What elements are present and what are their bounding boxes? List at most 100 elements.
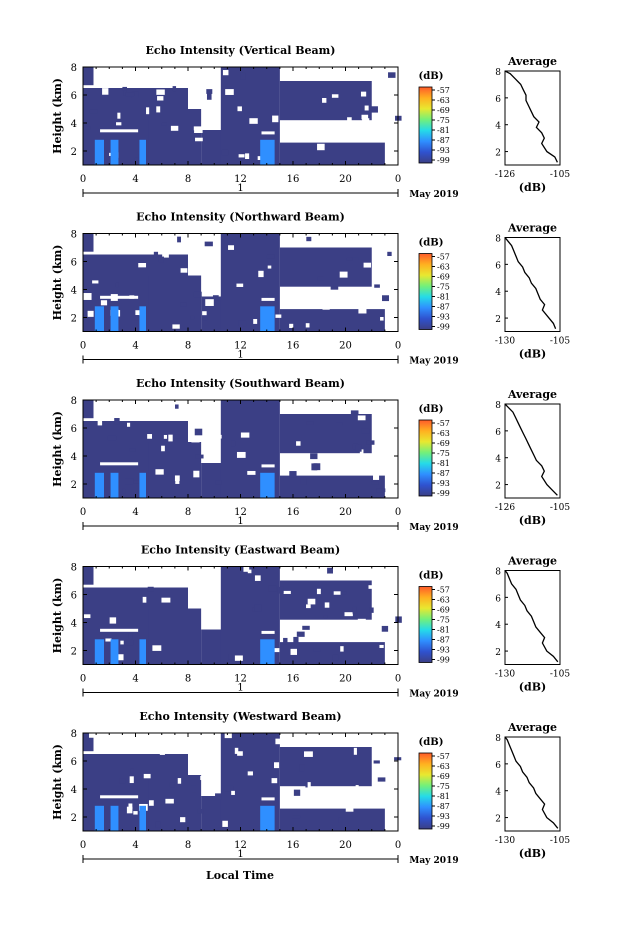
speckle	[380, 85, 385, 90]
speckle	[245, 153, 250, 159]
profile-line	[504, 736, 559, 829]
y-tick-label: 6	[71, 91, 77, 102]
x-tick-label: 0	[395, 507, 401, 518]
panel-0: Echo Intensity (Vertical Beam)0 4 8 12 16 20 0…	[51, 44, 570, 200]
colorbar-tick-label: -75	[437, 782, 450, 791]
x-tick-label: 20	[339, 674, 352, 685]
profile-xlabel: (dB)	[519, 847, 546, 860]
bright-layer	[261, 297, 275, 301]
speckle	[362, 294, 368, 298]
speckle	[374, 284, 380, 288]
profile-line	[504, 70, 558, 163]
speckle	[283, 590, 291, 594]
speckle	[143, 773, 151, 779]
y-tick-label: 4	[71, 619, 77, 630]
speckle	[134, 157, 139, 163]
speckle	[190, 315, 195, 320]
speckle	[147, 434, 153, 439]
echo-column	[94, 472, 104, 498]
speckle	[126, 806, 133, 814]
echo-column	[139, 639, 146, 665]
colorbar-tick-label: -81	[437, 792, 450, 801]
speckle	[175, 479, 180, 484]
speckle	[361, 114, 369, 120]
y-axis-label: Height (km)	[51, 245, 64, 321]
speckle	[83, 293, 92, 300]
echo-region	[279, 808, 385, 831]
echo-column	[139, 306, 146, 332]
speckle	[191, 437, 200, 443]
x-tick-label: 8	[185, 674, 191, 685]
speckle	[128, 633, 133, 640]
speckle	[296, 407, 304, 411]
y-tick-label: 2	[71, 480, 77, 491]
speckle	[175, 404, 179, 409]
colorbar-tick-label: -87	[437, 303, 450, 312]
profile-xlabel: (dB)	[519, 348, 546, 361]
colorbar-tick-label: -93	[437, 313, 450, 322]
echo-region	[279, 247, 372, 287]
speckle	[371, 481, 379, 485]
echo-region	[83, 400, 94, 419]
x-tick-label: 16	[287, 341, 300, 352]
speckle	[275, 314, 282, 318]
speckle	[92, 280, 99, 284]
colorbar	[418, 419, 433, 497]
speckle	[338, 817, 343, 823]
speckle	[324, 602, 330, 608]
heatmap	[83, 233, 402, 332]
echo-region	[279, 309, 385, 332]
colorbar-tick-label: -57	[437, 86, 450, 95]
speckle	[197, 808, 204, 814]
profile-x-tick-label: -105	[550, 170, 570, 180]
colorbar-tick-label: -63	[437, 596, 450, 605]
speckle	[155, 469, 164, 475]
speckle	[253, 318, 258, 324]
speckle	[109, 617, 117, 624]
colorbar-tick-label: -57	[437, 752, 450, 761]
speckle	[89, 732, 97, 738]
speckle	[317, 276, 324, 281]
speckle	[377, 587, 384, 593]
echo-region	[279, 642, 385, 665]
echo-column	[94, 639, 104, 665]
profile-title: Average	[507, 55, 557, 68]
speckle	[271, 648, 280, 653]
echo-column	[139, 139, 146, 165]
colorbar-tick-label: -57	[437, 253, 450, 262]
bright-layer	[100, 295, 139, 299]
colorbar-unit: (dB)	[419, 404, 444, 415]
speckle	[142, 596, 147, 603]
speckle	[193, 470, 200, 478]
echo-region	[83, 233, 94, 252]
profile-frame	[504, 736, 561, 832]
speckle	[215, 793, 222, 800]
colorbar-tick-label: -69	[437, 273, 450, 282]
y-tick-label: 8	[71, 63, 77, 74]
profile-y-tick-label: 2	[495, 149, 501, 159]
profile-y-tick-label: 2	[495, 648, 501, 658]
speckle	[359, 449, 364, 457]
panel-title: Echo Intensity (Vertical Beam)	[145, 44, 335, 57]
speckle	[258, 270, 264, 278]
x-tick-label: 16	[287, 674, 300, 685]
y-tick-label: 8	[71, 396, 77, 407]
x-tick-label: 4	[132, 341, 138, 352]
speckle	[337, 591, 347, 595]
bright-layer	[100, 129, 139, 133]
profile-x-tick-label: -105	[550, 503, 570, 513]
heatmap	[83, 67, 403, 165]
date-label: May 2019	[409, 523, 458, 533]
speckle	[247, 470, 256, 475]
y-tick-label: 4	[71, 119, 77, 130]
speckle	[124, 639, 134, 646]
colorbar-tick-label: -57	[437, 586, 450, 595]
y-axis-label: Height (km)	[51, 744, 64, 820]
profile-y-tick-label: 8	[495, 734, 501, 744]
speckle	[169, 782, 175, 788]
echo-region	[148, 275, 202, 332]
speckle	[238, 154, 245, 158]
x-tick-label: 0	[80, 840, 86, 851]
profile-x-tick-label: -105	[550, 337, 570, 347]
speckle	[128, 803, 133, 810]
